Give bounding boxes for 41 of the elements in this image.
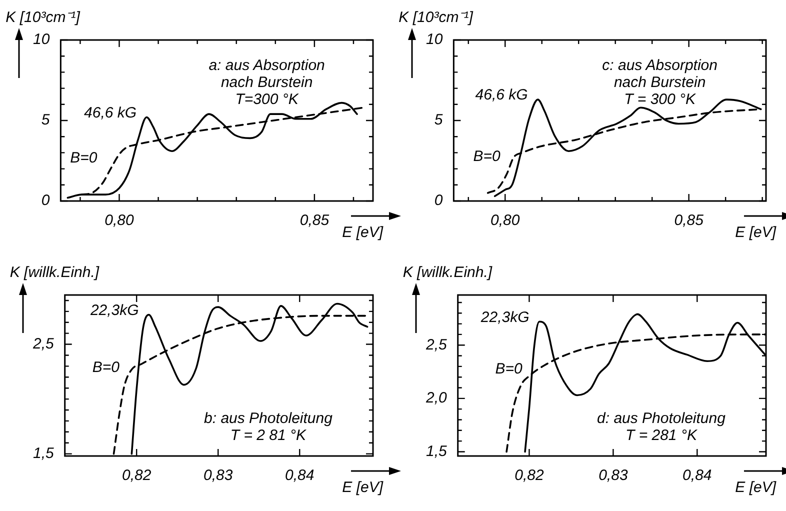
y-tick-label: 0	[434, 192, 444, 210]
y-axis-title: K [10³cm⁻¹]	[398, 9, 474, 26]
series-label: B=0	[70, 149, 98, 166]
x-tick-label: 0,85	[300, 212, 330, 230]
x-tick-label: 0,80	[490, 212, 520, 230]
x-tick-label: 0,85	[674, 212, 704, 230]
x-axis-title: E [eV]	[735, 224, 777, 242]
y-tick-label: 1,5	[426, 442, 448, 460]
y-axis-title: K [willk.Einh.]	[10, 264, 100, 282]
series-label: B=0	[473, 148, 502, 165]
x-tick-label: 0,84	[285, 467, 314, 484]
series-label: 46,6 kG	[84, 104, 137, 122]
y-tick-label: 1,5	[32, 444, 54, 462]
series-label: B=0	[92, 359, 120, 376]
x-tick-label: 0,83	[204, 467, 234, 484]
x-tick-label: 0,82	[122, 467, 152, 484]
series-label: 46,6 kG	[475, 86, 528, 104]
x-axis-title: E [eV]	[342, 224, 384, 242]
y-tick-label: 5	[434, 112, 444, 129]
annotation: a: aus Absorption nach Burstein T=300 °K	[208, 57, 325, 108]
y-tick-label: 2,5	[32, 335, 54, 352]
y-tick-label: 0	[41, 192, 50, 210]
y-axis-title: K [10³cm⁻¹]	[6, 9, 81, 26]
y-tick-label: 5	[41, 112, 50, 129]
x-tick-label: 0,83	[598, 467, 628, 484]
annotation: b: aus Photoleitung T = 2 81 °K	[204, 410, 334, 444]
y-axis-title: K [willk.Einh.]	[402, 264, 493, 282]
y-tick-label: 2,0	[424, 390, 448, 407]
annotation: c: aus Absorption nach Burstein T = 300 °K	[602, 57, 718, 108]
x-tick-label: 0,84	[682, 467, 712, 484]
y-tick-label: 10	[426, 31, 444, 48]
x-tick-label: 0,82	[514, 467, 544, 484]
y-tick-label: 10	[32, 31, 50, 48]
series-label: B=0	[495, 360, 523, 378]
x-axis-title: E [eV]	[342, 479, 384, 496]
y-tick-label: 2,5	[424, 336, 448, 354]
legend-label: 22,3kG	[89, 302, 140, 319]
x-axis-title: E [eV]	[735, 479, 777, 496]
x-tick-label: 0,80	[104, 212, 134, 230]
annotation: d: aus Photoleitung T = 281 °K	[597, 410, 726, 444]
legend-label: 22,3kG	[480, 308, 530, 326]
